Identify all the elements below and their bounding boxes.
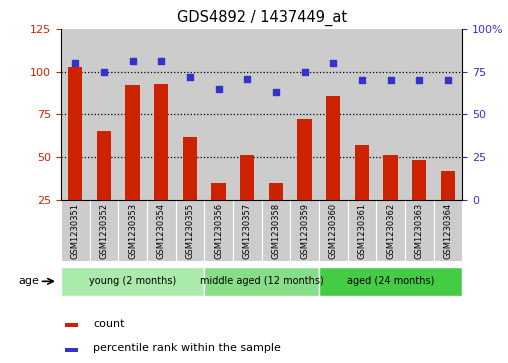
Text: GSM1230355: GSM1230355 (185, 203, 195, 259)
Point (186, 74, 194, 80)
Bar (405, 29, 434, 200)
Text: GSM1230363: GSM1230363 (415, 203, 424, 259)
Bar (204, 266, 319, 296)
Bar (240, 155, 255, 242)
Bar (147, 29, 176, 200)
Point (157, 58, 166, 64)
Text: GSM1230360: GSM1230360 (329, 203, 338, 259)
Bar (384, 155, 398, 242)
Bar (204, 200, 233, 261)
Bar (147, 200, 176, 261)
Text: middle aged (12 months): middle aged (12 months) (200, 276, 324, 286)
Bar (176, 200, 204, 261)
Text: count: count (93, 318, 124, 329)
Text: GSM1230357: GSM1230357 (243, 203, 252, 259)
Point (214, 86, 223, 92)
Bar (65, 323, 78, 327)
Point (243, 76, 251, 81)
Bar (211, 183, 226, 242)
Bar (89, 29, 118, 200)
Bar (262, 29, 290, 200)
Bar (118, 29, 147, 200)
Text: GSM1230354: GSM1230354 (157, 203, 166, 259)
Point (129, 58, 137, 64)
Bar (441, 171, 455, 242)
Bar (347, 29, 376, 200)
Point (387, 77, 395, 83)
Bar (262, 200, 290, 261)
Bar (412, 160, 426, 242)
Bar (125, 85, 140, 242)
Bar (319, 29, 347, 200)
Text: GSM1230352: GSM1230352 (100, 203, 109, 259)
Bar (65, 348, 78, 352)
Text: GSM1230359: GSM1230359 (300, 203, 309, 259)
Bar (347, 200, 376, 261)
Point (358, 77, 366, 83)
Bar (326, 95, 340, 242)
Title: GDS4892 / 1437449_at: GDS4892 / 1437449_at (177, 10, 346, 26)
Point (444, 77, 452, 83)
Text: age: age (18, 276, 39, 286)
Text: percentile rank within the sample: percentile rank within the sample (93, 343, 281, 353)
Text: GSM1230356: GSM1230356 (214, 203, 223, 259)
Bar (118, 200, 147, 261)
Bar (154, 83, 169, 242)
Bar (376, 200, 405, 261)
Bar (183, 136, 197, 242)
Point (272, 89, 280, 95)
Bar (319, 200, 347, 261)
Bar (355, 145, 369, 242)
Point (71, 60, 79, 66)
Text: GSM1230351: GSM1230351 (71, 203, 80, 259)
Bar (61, 266, 204, 296)
Bar (319, 266, 462, 296)
Bar (89, 200, 118, 261)
Bar (405, 200, 434, 261)
Bar (61, 29, 89, 200)
Bar (233, 29, 262, 200)
Bar (434, 29, 462, 200)
Point (415, 77, 423, 83)
Bar (68, 66, 82, 242)
Bar (97, 131, 111, 242)
Text: GSM1230353: GSM1230353 (128, 203, 137, 259)
Point (100, 69, 108, 75)
Text: aged (24 months): aged (24 months) (347, 276, 434, 286)
Bar (61, 200, 89, 261)
Bar (290, 29, 319, 200)
Point (301, 69, 309, 75)
Text: GSM1230358: GSM1230358 (271, 203, 280, 259)
Bar (434, 200, 462, 261)
Text: GSM1230362: GSM1230362 (386, 203, 395, 259)
Bar (290, 200, 319, 261)
Text: GSM1230364: GSM1230364 (443, 203, 453, 259)
Bar (298, 119, 312, 242)
Bar (376, 29, 405, 200)
Point (329, 60, 337, 66)
Text: young (2 months): young (2 months) (89, 276, 176, 286)
Bar (269, 183, 283, 242)
Bar (233, 200, 262, 261)
Bar (204, 29, 233, 200)
Bar (176, 29, 204, 200)
Text: GSM1230361: GSM1230361 (358, 203, 366, 259)
